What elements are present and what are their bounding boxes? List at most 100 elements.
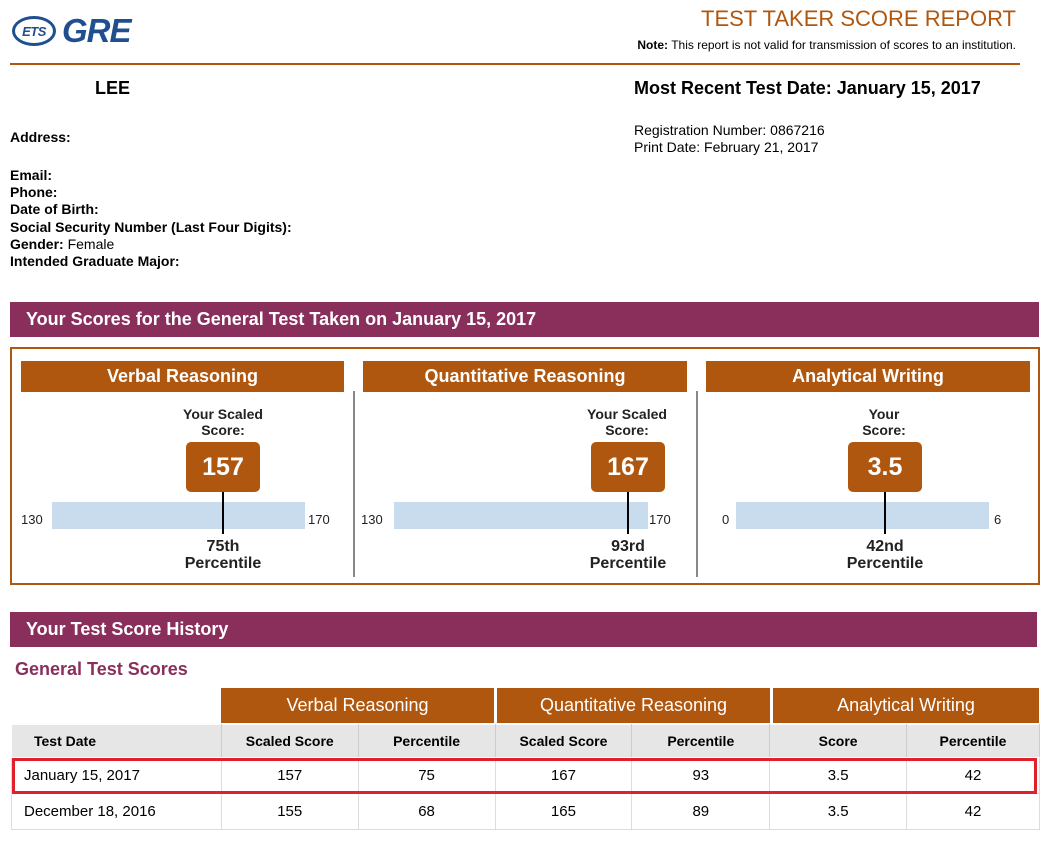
range-min: 130	[361, 512, 383, 527]
column-header: Scaled Score	[220, 724, 359, 758]
table-cell: 75	[357, 757, 496, 794]
table-row: December 18, 2016 155 68 165 89 3.5 42	[11, 793, 1040, 830]
group-heading-quant: Quantitative Reasoning	[497, 688, 770, 723]
info-label: Social Security Number (Last Four Digits…	[10, 218, 292, 235]
percentile-rank: 93rd	[611, 538, 645, 555]
table-cell: 93	[631, 757, 771, 794]
info-label: Date of Birth:	[10, 201, 99, 218]
table-cell: 3.5	[769, 757, 908, 794]
table-cell: January 15, 2017	[11, 757, 222, 794]
table-cell: 42	[906, 757, 1040, 794]
percentile-label: 42nd Percentile	[825, 538, 945, 572]
range-min: 130	[21, 512, 43, 527]
score-pointer	[884, 492, 886, 534]
score-range-bar	[52, 502, 305, 529]
info-email: Email:	[10, 167, 292, 184]
range-max: 170	[649, 512, 671, 527]
info-label: Phone:	[10, 184, 58, 201]
info-value: Female	[63, 235, 115, 252]
ets-logo: ETS	[12, 16, 56, 46]
verbal-score-card: Verbal Reasoning Your Scaled Score: 157 …	[12, 349, 355, 583]
table-row: January 15, 2017 157 75 167 93 3.5 42	[11, 757, 1040, 794]
registration-number: Registration Number: 0867216	[634, 122, 825, 138]
column-header: Percentile	[357, 724, 496, 758]
score-value: 167	[591, 442, 665, 492]
score-history-title: Your Test Score History	[10, 612, 1037, 647]
percentile-rank: 75th	[206, 538, 240, 555]
scores-panel: Verbal Reasoning Your Scaled Score: 157 …	[10, 347, 1040, 585]
most-recent-test-date: Most Recent Test Date: January 15, 2017	[634, 78, 981, 98]
caption-line: Your	[868, 406, 900, 422]
caption-line: Score:	[605, 422, 649, 438]
table-cell: 3.5	[769, 793, 908, 830]
quant-score-card: Quantitative Reasoning Your Scaled Score…	[355, 349, 698, 583]
column-divider	[353, 391, 355, 577]
writing-score-card: Analytical Writing Your Score: 3.5 0 6 4…	[698, 349, 1040, 583]
address-label: Address:	[10, 129, 71, 145]
range-min: 0	[722, 512, 730, 527]
group-heading-writing: Analytical Writing	[773, 688, 1039, 723]
report-note: Note: This report is not valid for trans…	[637, 38, 1016, 52]
column-divider	[696, 391, 698, 577]
table-cell: 157	[220, 757, 359, 794]
candidate-name: LEE	[95, 78, 131, 98]
print-date: Print Date: February 21, 2017	[634, 139, 819, 155]
info-ssn: Social Security Number (Last Four Digits…	[10, 219, 292, 236]
note-label: Note:	[637, 38, 669, 52]
caption-line: Your Scaled	[183, 406, 263, 422]
percentile-rank: 42nd	[866, 538, 904, 555]
score-pointer	[627, 492, 629, 534]
score-card-heading: Analytical Writing	[706, 361, 1030, 392]
info-dob: Date of Birth:	[10, 201, 292, 218]
column-header: Score	[769, 724, 908, 758]
score-value: 157	[186, 442, 260, 492]
table-cell: 165	[494, 793, 633, 830]
group-heading-verbal: Verbal Reasoning	[221, 688, 494, 723]
table-header-row: Test Date Scaled Score Percentile Scaled…	[11, 724, 1040, 758]
score-range-bar	[394, 502, 648, 529]
score-caption: Your Scaled Score:	[168, 406, 278, 438]
column-header: Percentile	[631, 724, 771, 758]
info-label: Gender:	[10, 235, 64, 252]
table-cell: 42	[906, 793, 1040, 830]
column-header: Scaled Score	[494, 724, 633, 758]
info-gender: Gender: Female	[10, 236, 292, 253]
table-cell: December 18, 2016	[11, 793, 222, 830]
caption-line: Score:	[201, 422, 245, 438]
header-rule	[10, 63, 1020, 65]
range-max: 6	[994, 512, 1002, 527]
table-cell: 68	[357, 793, 496, 830]
table-cell: 167	[494, 757, 633, 794]
score-card-heading: Verbal Reasoning	[21, 361, 344, 392]
percentile-label: 93rd Percentile	[568, 538, 688, 572]
score-history-table: Test Date Scaled Score Percentile Scaled…	[11, 724, 1040, 830]
gre-logo: ETS GRE	[12, 12, 132, 50]
table-cell: 89	[631, 793, 771, 830]
registration-block: Registration Number: 0867216 Print Date:…	[634, 122, 825, 156]
column-header: Test Date	[11, 724, 222, 758]
caption-line: Your Scaled	[587, 406, 667, 422]
percentile-word: Percentile	[846, 555, 924, 572]
report-title: TEST TAKER SCORE REPORT	[701, 6, 1016, 31]
percentile-label: 75th Percentile	[163, 538, 283, 572]
score-pointer	[222, 492, 224, 534]
percentile-word: Percentile	[589, 555, 667, 572]
info-phone: Phone:	[10, 184, 292, 201]
table-cell: 155	[220, 793, 359, 830]
score-card-heading: Quantitative Reasoning	[363, 361, 687, 392]
score-caption: Your Score:	[829, 406, 939, 438]
note-text: This report is not valid for transmissio…	[671, 38, 1016, 52]
range-max: 170	[308, 512, 330, 527]
percentile-word: Percentile	[184, 555, 262, 572]
column-header: Percentile	[906, 724, 1040, 758]
score-range-bar	[736, 502, 989, 529]
info-label: Intended Graduate Major:	[10, 253, 180, 270]
candidate-info-list: Email: Phone: Date of Birth: Social Secu…	[10, 167, 292, 270]
info-major: Intended Graduate Major:	[10, 253, 292, 270]
caption-line: Score:	[862, 422, 906, 438]
scores-section-title: Your Scores for the General Test Taken o…	[10, 302, 1039, 337]
score-caption: Your Scaled Score:	[572, 406, 682, 438]
gre-logo-text: GRE	[62, 12, 132, 49]
score-value: 3.5	[848, 442, 922, 492]
general-test-scores-title: General Test Scores	[15, 659, 188, 679]
